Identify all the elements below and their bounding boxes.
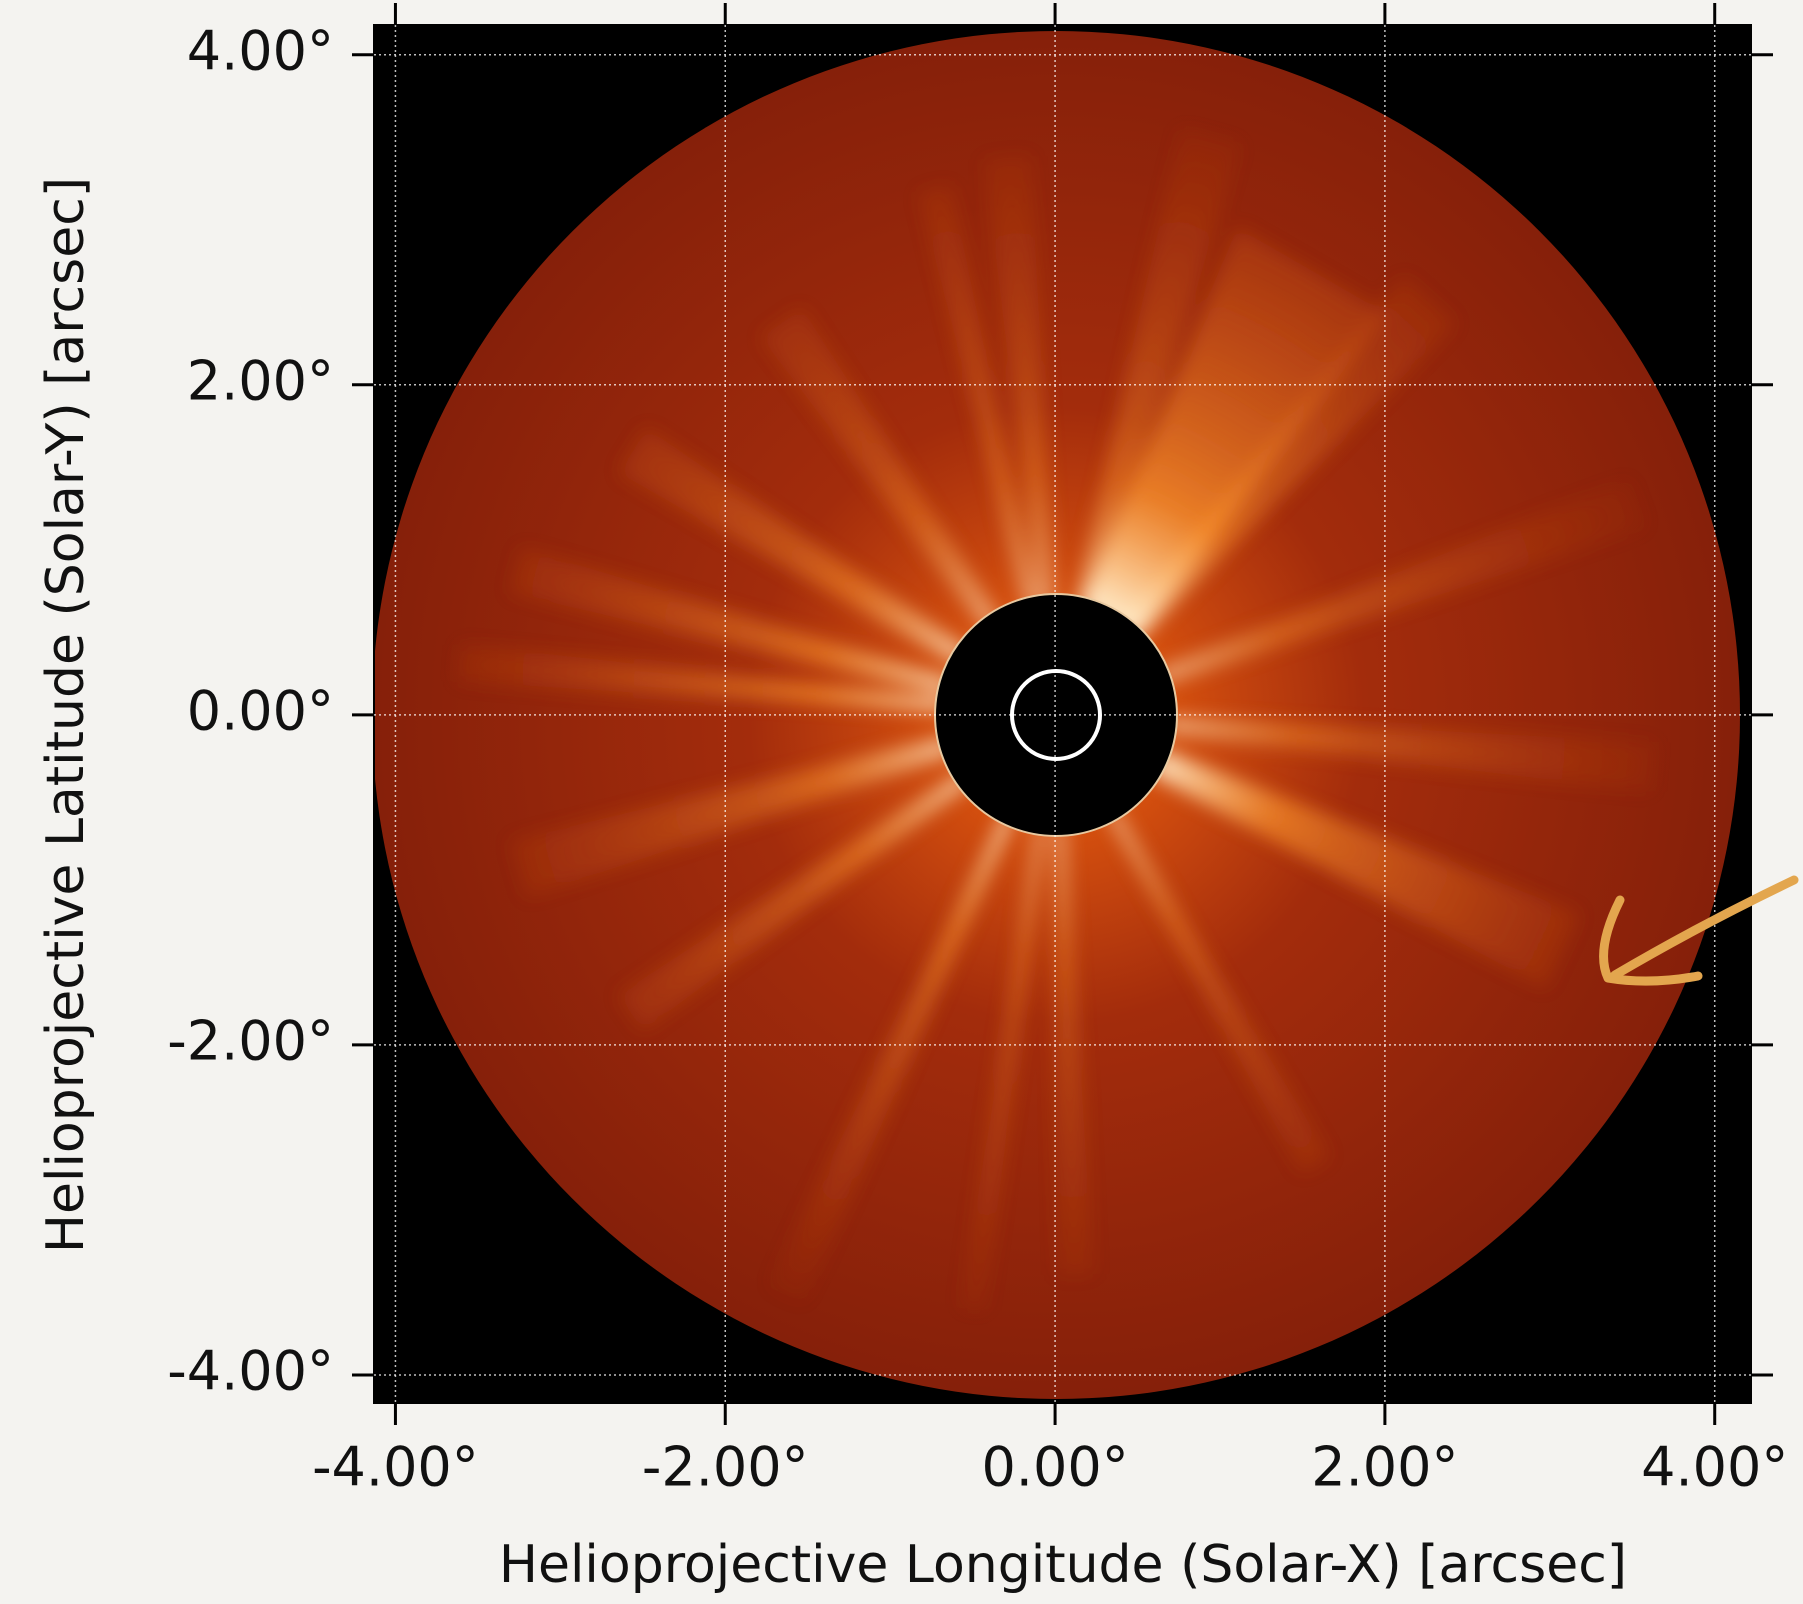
chart: -4.00° -2.00° 0.00° 2.00° 4.00° -4.00° -2.00° 0…	[0, 0, 1803, 1604]
y-axis-label: Helioprojective Latitude (Solar-Y) [arcs…	[36, 177, 96, 1253]
x-tick-label: -4.00°	[312, 1436, 479, 1499]
x-tick-label: 0.00°	[981, 1436, 1128, 1499]
y-tick-label: -2.00°	[167, 1010, 334, 1073]
y-tick-label: 2.00°	[187, 349, 334, 412]
x-tick-label: -2.00°	[642, 1436, 809, 1499]
x-tick-label: 4.00°	[1641, 1436, 1788, 1499]
x-axis-label: Helioprojective Longitude (Solar-X) [arc…	[499, 1535, 1627, 1595]
page: -4.00° -2.00° 0.00° 2.00° 4.00° -4.00° -2.00° 0…	[0, 0, 1803, 1604]
y-tick-label: 4.00°	[187, 19, 334, 82]
y-tick-label: -4.00°	[167, 1340, 334, 1403]
x-tick-label: 2.00°	[1311, 1436, 1458, 1499]
y-tick-label: 0.00°	[187, 679, 334, 742]
